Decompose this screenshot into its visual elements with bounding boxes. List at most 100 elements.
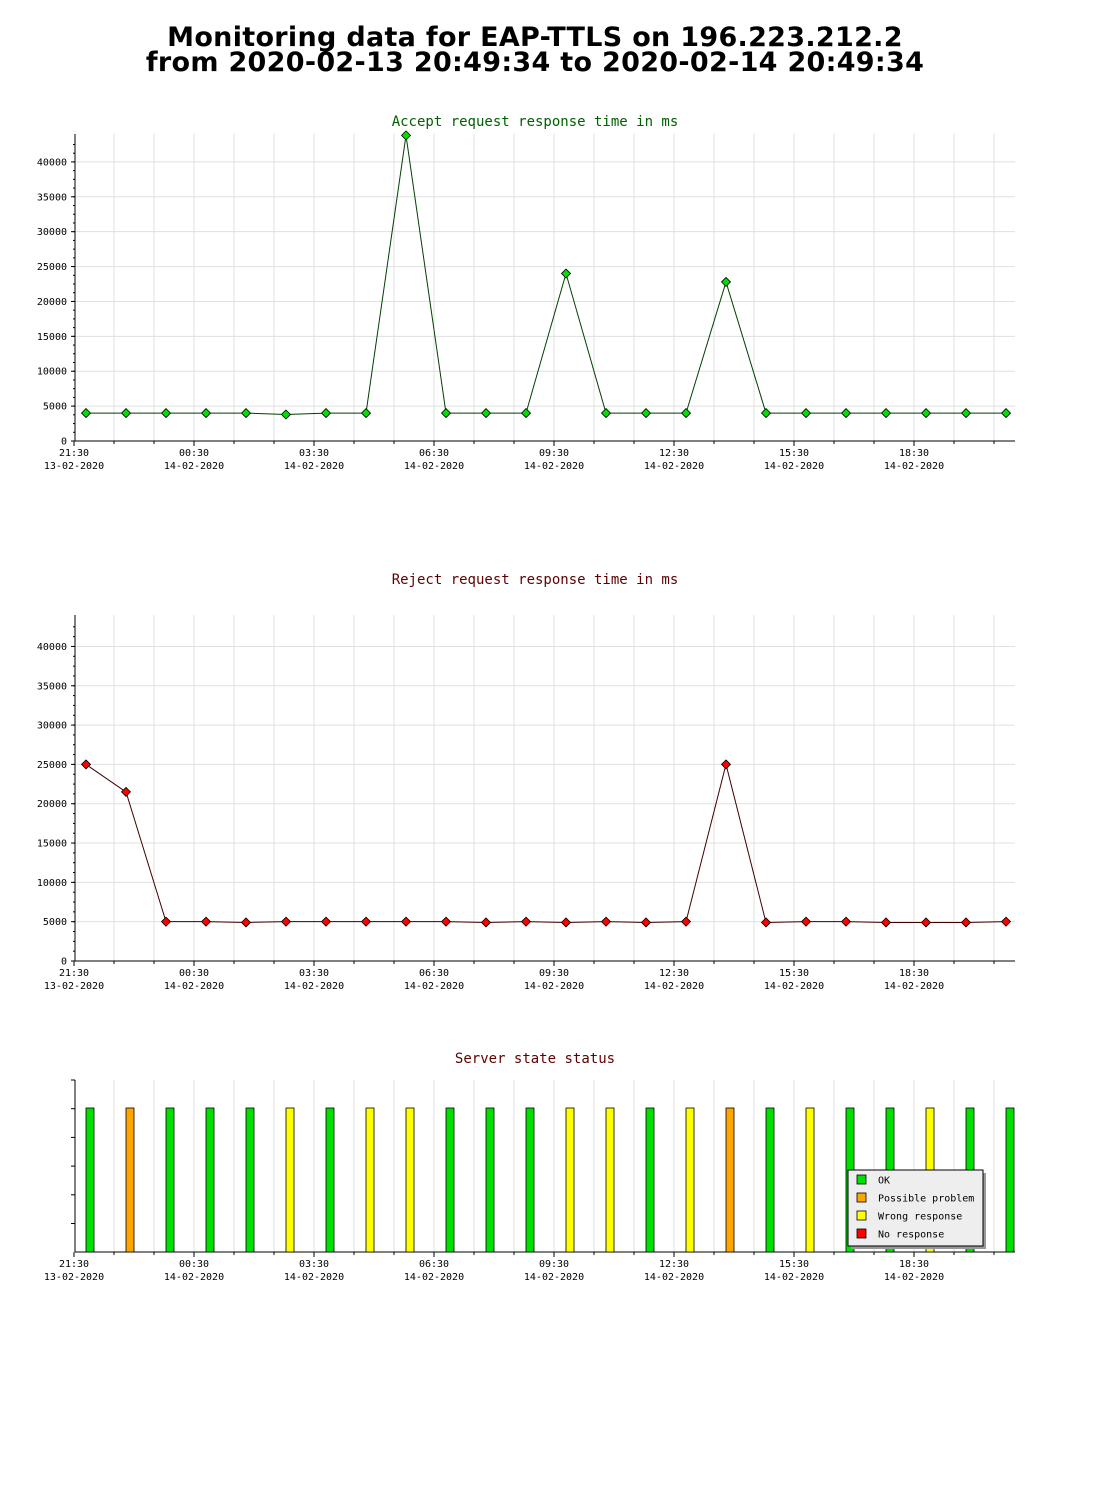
reject-point xyxy=(640,917,652,928)
accept-point xyxy=(320,408,332,419)
accept-point xyxy=(800,408,812,419)
accept-x-tick-time: 03:30 xyxy=(299,448,329,459)
page-title-line-1: Monitoring data for EAP-TTLS on 196.223.… xyxy=(167,22,903,53)
legend-swatch-possible-problem xyxy=(856,1192,867,1203)
status-bar xyxy=(725,1107,735,1253)
reject-point xyxy=(840,916,852,927)
accept-point xyxy=(920,408,932,419)
reject-point xyxy=(400,916,412,927)
reject-x-tick-time: 12:30 xyxy=(659,968,689,979)
accept-x-tick-date: 14-02-2020 xyxy=(404,461,464,472)
status-x-tick-time: 21:30 xyxy=(59,1259,89,1270)
reject-point xyxy=(960,917,972,928)
accept-y-tick-label: 25000 xyxy=(37,262,67,273)
reject-x-tick-date: 14-02-2020 xyxy=(164,981,224,992)
reject-point xyxy=(520,916,532,927)
status-bar xyxy=(525,1107,535,1253)
status-x-tick-time: 12:30 xyxy=(659,1259,689,1270)
reject-y-tick-label: 35000 xyxy=(37,681,67,692)
status-x-tick-date: 14-02-2020 xyxy=(284,1272,344,1283)
status-legend: OK Possible problem Wrong response No respo… xyxy=(847,1169,984,1247)
accept-y-tick-label: 15000 xyxy=(37,332,67,343)
reject-point xyxy=(120,786,132,797)
reject-point xyxy=(1000,916,1012,927)
reject-point xyxy=(560,917,572,928)
status-bar xyxy=(485,1107,495,1253)
reject-point xyxy=(720,759,732,770)
legend-swatch-no-response xyxy=(856,1228,867,1239)
status-bar xyxy=(165,1107,175,1253)
status-x-tick-date: 13-02-2020 xyxy=(44,1272,104,1283)
status-bar xyxy=(85,1107,95,1253)
status-bar xyxy=(1005,1107,1015,1253)
accept-point xyxy=(880,408,892,419)
accept-point xyxy=(80,408,92,419)
status-x-tick-date: 14-02-2020 xyxy=(884,1272,944,1283)
accept-x-tick-date: 14-02-2020 xyxy=(884,461,944,472)
reject-chart-title: Reject request response time in ms xyxy=(392,572,679,588)
status-bar xyxy=(805,1107,815,1253)
reject-point xyxy=(800,916,812,927)
status-bar xyxy=(325,1107,335,1253)
status-bar xyxy=(205,1107,215,1253)
accept-x-tick-time: 18:30 xyxy=(899,448,929,459)
reject-x-tick-time: 06:30 xyxy=(419,968,449,979)
reject-x-tick-time: 15:30 xyxy=(779,968,809,979)
accept-point xyxy=(760,408,772,419)
reject-y-tick-label: 10000 xyxy=(37,878,67,889)
status-x-tick-time: 03:30 xyxy=(299,1259,329,1270)
accept-x-tick-date: 13-02-2020 xyxy=(44,461,104,472)
status-bar xyxy=(645,1107,655,1253)
server-state-chart: Server state status 21:30 13-02-2020 00:30… xyxy=(44,1051,1015,1283)
reject-x-tick-date: 14-02-2020 xyxy=(524,981,584,992)
accept-point xyxy=(440,408,452,419)
reject-x-tick-time: 00:30 xyxy=(179,968,209,979)
status-bar xyxy=(245,1107,255,1253)
status-bar xyxy=(405,1107,415,1253)
accept-y-tick-label: 0 xyxy=(61,437,67,448)
accept-x-tick-time: 00:30 xyxy=(179,448,209,459)
reject-x-tick-time: 21:30 xyxy=(59,968,89,979)
reject-series-line xyxy=(85,763,1007,923)
accept-point xyxy=(400,130,412,141)
reject-point xyxy=(440,916,452,927)
reject-y-tick-label: 0 xyxy=(61,957,67,968)
accept-point xyxy=(720,276,732,287)
reject-y-tick-label: 20000 xyxy=(37,799,67,810)
accept-y-tick-label: 40000 xyxy=(37,157,67,168)
reject-point xyxy=(600,916,612,927)
accept-point xyxy=(280,409,292,420)
accept-point xyxy=(600,408,612,419)
accept-y-tick-label: 30000 xyxy=(37,227,67,238)
reject-point xyxy=(920,917,932,928)
status-bar xyxy=(125,1107,135,1253)
reject-x-tick-date: 14-02-2020 xyxy=(644,981,704,992)
status-bar xyxy=(605,1107,615,1253)
reject-point xyxy=(200,916,212,927)
accept-x-tick-time: 21:30 xyxy=(59,448,89,459)
status-chart-title: Server state status xyxy=(455,1051,615,1067)
status-bar xyxy=(565,1107,575,1253)
accept-x-tick-date: 14-02-2020 xyxy=(524,461,584,472)
page-title-line-2: from 2020-02-13 20:49:34 to 2020-02-14 2… xyxy=(145,47,925,78)
reject-x-tick-date: 14-02-2020 xyxy=(884,981,944,992)
reject-y-tick-label: 30000 xyxy=(37,721,67,732)
reject-y-tick-label: 40000 xyxy=(37,642,67,653)
accept-series-line xyxy=(86,135,1006,415)
accept-point xyxy=(640,408,652,419)
accept-point xyxy=(680,408,692,419)
legend-label-wrong-response: Wrong response xyxy=(878,1212,962,1223)
accept-point xyxy=(160,408,172,419)
accept-y-tick-label: 35000 xyxy=(37,192,67,203)
status-x-tick-date: 14-02-2020 xyxy=(764,1272,824,1283)
status-x-tick-time: 06:30 xyxy=(419,1259,449,1270)
reject-y-tick-label: 25000 xyxy=(37,760,67,771)
reject-x-tick-date: 14-02-2020 xyxy=(404,981,464,992)
reject-point xyxy=(880,917,892,928)
legend-swatch-ok xyxy=(856,1174,867,1185)
status-x-tick-time: 15:30 xyxy=(779,1259,809,1270)
reject-point xyxy=(280,916,292,927)
legend-label-no-response: No response xyxy=(878,1230,944,1241)
accept-point xyxy=(520,408,532,419)
accept-point xyxy=(240,408,252,419)
